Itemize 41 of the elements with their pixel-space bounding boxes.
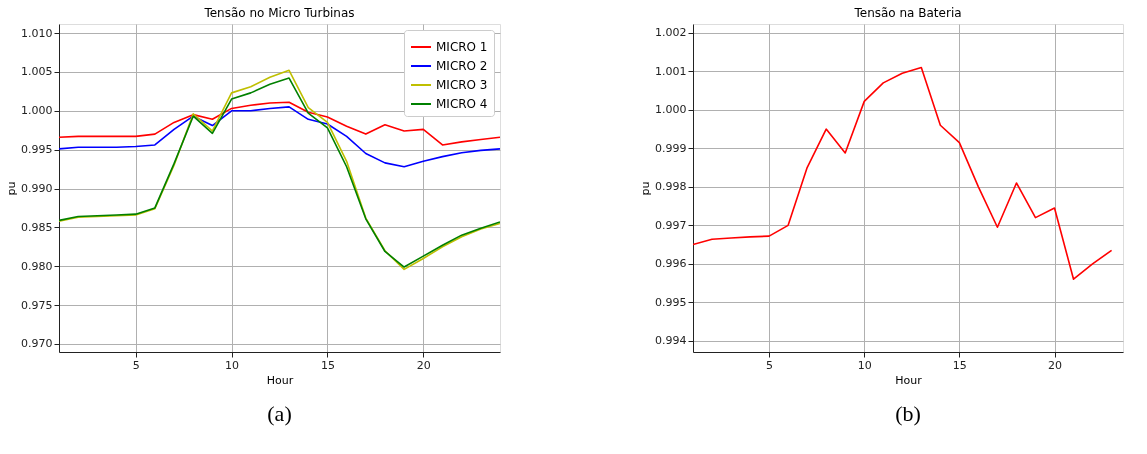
line-series — [693, 66, 1113, 281]
y-tick-label: 0.990 — [21, 182, 53, 196]
legend-label: MICRO 3 — [436, 78, 488, 92]
y-axis-title: pu — [639, 181, 653, 196]
x-tick-label: 5 — [132, 358, 140, 372]
y-tick-label: 1.001 — [655, 64, 687, 78]
y-tick-label: 0.995 — [655, 295, 687, 309]
x-tick-label: 5 — [766, 358, 774, 372]
x-tick-label: 15 — [320, 358, 335, 372]
y-tick-label: 0.985 — [21, 220, 53, 234]
line-series — [59, 106, 500, 168]
y-tick-label: 1.000 — [21, 104, 53, 118]
x-axis-title: Hour — [895, 373, 923, 387]
chart-title: Tensão no Micro Turbinas — [203, 6, 355, 20]
chart-title: Tensão na Bateria — [853, 6, 962, 20]
y-tick-label: 0.998 — [655, 180, 687, 194]
y-tick-label: 1.002 — [655, 26, 687, 40]
text: (a) — [267, 401, 292, 426]
legend-label: MICRO 1 — [436, 40, 488, 54]
x-tick-label: 10 — [225, 358, 240, 372]
y-tick-label: 0.970 — [21, 337, 53, 351]
y-tick-label: 0.995 — [21, 143, 53, 157]
y-tick-label: 1.000 — [655, 103, 687, 117]
y-tick-label: 0.997 — [655, 218, 687, 232]
x-tick-label: 10 — [857, 358, 872, 372]
y-tick-label: 1.005 — [21, 65, 53, 79]
x-tick-label: 15 — [952, 358, 967, 372]
legend-label: MICRO 2 — [436, 59, 488, 73]
y-tick-label: 0.975 — [21, 298, 53, 312]
x-tick-label: 20 — [1048, 358, 1062, 372]
x-tick-label: 20 — [416, 358, 431, 372]
line-series — [59, 101, 500, 146]
y-tick-label: 0.999 — [655, 141, 687, 155]
text: (b) — [895, 401, 921, 426]
y-tick-label: 0.994 — [655, 334, 687, 348]
y-axis-title: pu — [5, 181, 19, 196]
y-tick-label: 0.996 — [655, 257, 687, 271]
y-tick-label: 0.980 — [21, 259, 53, 273]
x-axis-title: Hour — [266, 373, 294, 387]
y-tick-label: 1.010 — [21, 26, 53, 40]
legend-label: MICRO 4 — [436, 97, 488, 111]
